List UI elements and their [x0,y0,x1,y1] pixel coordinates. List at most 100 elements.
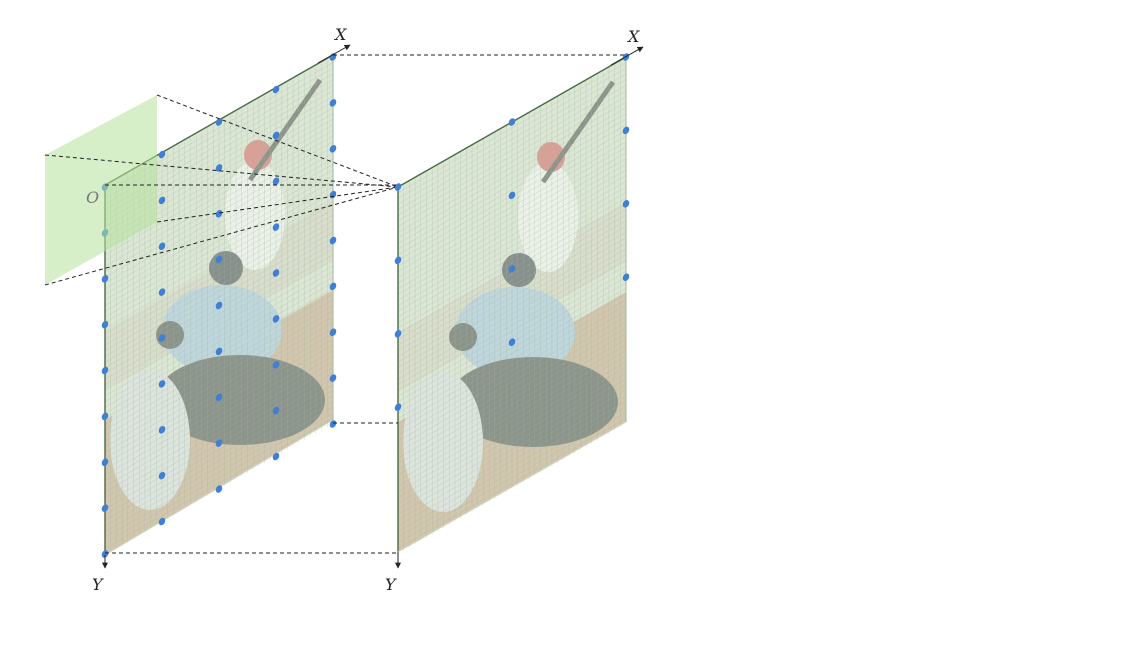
plane-b-grid-line-h [397,367,627,498]
plane-a-grid-line-h [104,181,334,312]
plane-a-grid-line-h [104,322,334,453]
plane-a-sample-point [272,406,280,415]
kernel-projection-line-1 [156,94,399,188]
plane-b-grid-line-h [397,327,627,459]
plane-b-grid-line-h [397,141,627,272]
plane-b-sample-point [394,403,402,411]
plane-a-sample-point [272,223,280,231]
plane-a-grid-line-h [104,186,334,318]
plane-b-grid-line-h [397,293,627,425]
plane-b-grid-line-h [397,248,627,380]
plane-a-sample-point [215,118,223,126]
plane-b-grid-line-h [397,175,627,306]
plane-a-sample-point [329,99,337,107]
plane-b-grid-line-h [397,288,627,419]
plane-b-sample-point [394,330,402,338]
plane-b-grid-line-h [397,265,627,397]
plane-b-grid-line-h [397,305,627,436]
plane-b-grid-line-h [397,316,627,447]
plane-a-sample-point [215,485,223,493]
plane-b-grid-line-h [397,384,627,515]
plane-b-grid-line-h [397,220,627,351]
plane-a-grid-line-h [104,316,334,447]
plane-a-grid-line-h [104,406,334,538]
plane-b-sample-point [394,256,402,265]
plane-a-sample-point [329,328,337,337]
plane-a-grid-line-h [104,254,334,385]
plane-b-grid-line-h [397,237,627,368]
plane-a-grid-line-h [104,395,334,526]
plane-b-grid-line-h [397,68,627,199]
plane-a-sample-point [329,374,337,382]
plane-a-grid-line-h [104,141,334,272]
plane-b-grid-line-h [397,243,627,374]
plane-a-grid-line-h [104,310,334,442]
plane-b-sample-point [508,265,516,273]
plane-a-grid-line-h [104,231,334,363]
plane-b-grid-line-h [397,231,627,363]
plane-a-sample-point [215,301,223,310]
plane-b-grid-line-h [397,406,627,538]
plane-a-y-label: Y [92,575,104,594]
plane-a-sample-point [215,347,223,356]
plane-a-sample-points [101,53,337,558]
plane-b-grid-line-h [397,197,627,329]
plane-a-grid-line-h [104,164,334,295]
plane-a-sample-point [215,209,223,218]
plane-b-grid-line-h [397,299,627,430]
plane-a-grid-line-h [104,248,334,380]
plane-b-grid-line-h [397,96,627,227]
plane-a-sample-point [158,242,166,251]
plane-b-grid [397,60,627,551]
plane-a-grid-line-h [104,203,334,334]
plane-b-grid-line-h [397,356,627,487]
plane-a-sample-point [272,177,280,186]
plane-b-grid-line-h [397,73,627,205]
plane-b-grid-line-h [397,361,627,493]
plane-a-grid-line-h [104,356,334,487]
kernel-projection-line-4 [44,186,399,286]
plane-b-grid-line-h [397,135,627,267]
plane-b-grid-line-h [397,350,627,481]
plane-b-grid-line-h [397,282,627,414]
plane-a-sample-point [158,517,166,526]
plane-b-grid-line-h [397,101,627,233]
kernel-window-surface [45,95,157,285]
plane-a-grid-line-h [104,305,334,436]
plane-a-sample-point [101,274,109,283]
plane-b-grid-line-h [397,395,627,526]
plane-a-sample-point [158,425,166,434]
plane-a-grid-line-h [104,299,334,430]
plane-b-sample-point [508,338,516,346]
plane-b-grid-line-h [397,373,627,504]
plane-b-grid-line-h [397,85,627,216]
plane-a-sample-point [101,504,109,512]
plane-a-x-label: X [333,25,347,44]
plane-a-sample-point [272,131,280,140]
plane-b-grid-line-h [397,412,627,543]
plane-a-grid-line-h [104,226,334,357]
plane-a-grid-line-h [104,327,334,459]
plane-b-grid-line-h [397,226,627,357]
kernel-projection-line-3 [156,186,399,223]
plane-a-grid-line-h [104,293,334,425]
plane-a-grid-line-h [104,135,334,267]
plane-a-sample-point [158,334,166,342]
plane-a-sample-point [101,550,109,558]
plane-a-grid-line-h [104,384,334,515]
kernel-window [44,94,399,286]
plane-a-sample-point [329,420,337,428]
plane-a-sample-point [158,380,166,388]
plane-a-grid-line-h [104,265,334,397]
plane-a-grid-line-h [104,175,334,306]
plane-b-grid-line-h [397,401,627,532]
plane-b-grid-line-h [397,181,627,312]
plane-a-grid-line-h [104,350,334,481]
plane-b-grid-line-h [397,271,627,402]
plane-b-grid-line-h [397,209,627,340]
plane-b-grid-line-h [397,260,627,391]
plane-b-grid-line-h [397,62,627,193]
plane-b-grid-line-h [397,339,627,470]
plane-a-grid-line-h [104,130,334,261]
